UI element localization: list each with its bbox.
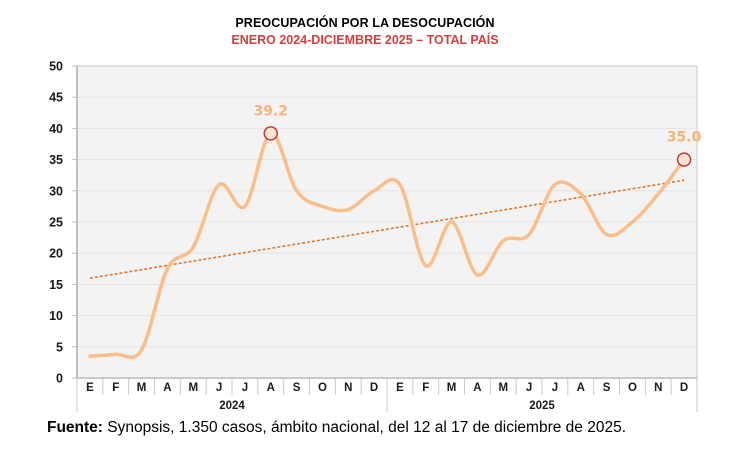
y-tick-label: 40: [49, 122, 63, 136]
x-tick-label: M: [498, 382, 508, 394]
x-tick-label: J: [242, 382, 248, 394]
x-tick-label: J: [216, 382, 222, 394]
x-tick-label: F: [112, 382, 119, 394]
data-label: 35.0: [667, 130, 702, 146]
y-tick-label: 25: [49, 216, 63, 230]
y-tick-label: 35: [49, 153, 63, 167]
x-tick-label: J: [526, 382, 532, 394]
y-tick-label: 10: [49, 309, 63, 323]
x-group-label: 2025: [529, 400, 555, 412]
y-tick-label: 30: [49, 184, 63, 198]
x-tick-label: O: [318, 382, 327, 394]
x-tick-label: A: [163, 382, 171, 394]
highlight-marker: [676, 152, 692, 167]
y-tick-label: 15: [49, 278, 63, 292]
x-tick-label: A: [473, 382, 481, 394]
y-tick-label: 20: [49, 247, 63, 261]
source-text: Synopsis, 1.350 casos, ámbito nacional, …: [102, 419, 626, 436]
series-line: [88, 131, 686, 360]
x-group-label: 2024: [219, 400, 245, 412]
x-tick-label: O: [628, 382, 637, 394]
source-footnote: Fuente: Synopsis, 1.350 casos, ámbito na…: [47, 419, 626, 437]
y-tick-label: 50: [49, 60, 63, 74]
data-label: 39.2: [253, 103, 288, 119]
source-label: Fuente:: [47, 419, 103, 436]
x-tick-label: J: [552, 382, 558, 394]
x-tick-label: S: [293, 382, 301, 394]
y-tick-label: 45: [49, 91, 63, 105]
x-tick-label: N: [344, 382, 352, 394]
x-tick-label: D: [370, 382, 378, 394]
x-tick-label: M: [447, 382, 457, 394]
chart-title: PREOCUPACIÓN POR LA DESOCUPACIÓN: [235, 16, 495, 30]
x-tick-label: S: [603, 382, 611, 394]
x-tick-label: E: [396, 382, 404, 394]
x-tick-label: D: [680, 382, 688, 394]
y-tick-label: 5: [56, 340, 63, 354]
x-tick-label: M: [137, 382, 147, 394]
x-tick-label: M: [188, 382, 198, 394]
x-tick-label: E: [86, 382, 94, 394]
y-tick-label: 0: [56, 372, 63, 386]
x-tick-label: A: [577, 382, 585, 394]
chart-subtitle: ENERO 2024-DICIEMBRE 2025 – TOTAL PAÍS: [231, 33, 499, 47]
x-tick-label: A: [267, 382, 275, 394]
highlight-marker: [263, 126, 278, 141]
x-tick-label: N: [654, 382, 662, 394]
x-tick-label: F: [422, 382, 429, 394]
